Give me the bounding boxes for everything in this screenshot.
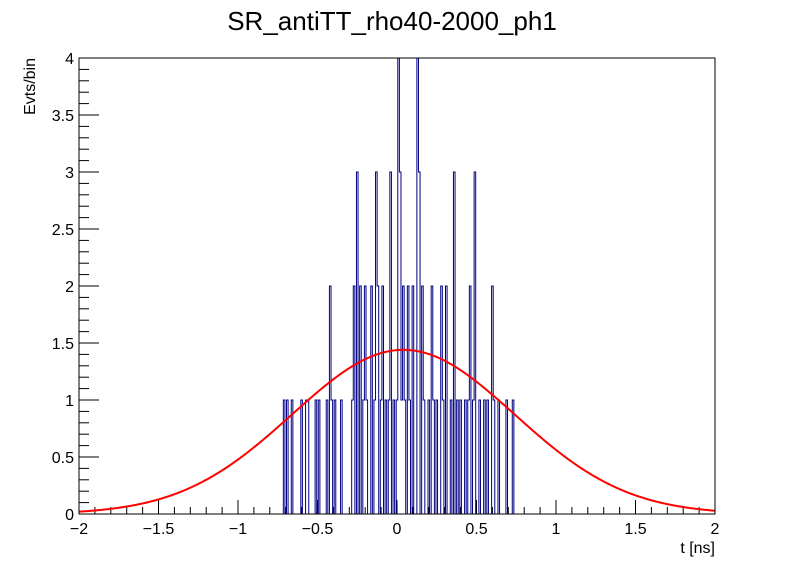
y-tick-labels: 0 0.5 1 1.5 2 2.5 3 3.5 4 bbox=[52, 51, 74, 524]
plot-frame bbox=[78, 57, 716, 515]
y-tick-label: 2 bbox=[65, 279, 74, 296]
x-axis-label: t [ns] bbox=[680, 540, 715, 557]
x-tick-label: 2 bbox=[711, 521, 720, 538]
x-tick-label: −2 bbox=[70, 521, 88, 538]
y-tick-label: 3.5 bbox=[52, 108, 74, 125]
gaussian-fit-line bbox=[78, 348, 716, 513]
x-tick-label: −1 bbox=[229, 521, 247, 538]
x-tick-label: −1.5 bbox=[143, 521, 175, 538]
x-tick-label: 0 bbox=[393, 521, 402, 538]
x-tick-label: −0.5 bbox=[302, 521, 334, 538]
axis-ticks bbox=[78, 57, 716, 515]
chart-title: SR_antiTT_rho40-2000_ph1 bbox=[227, 6, 557, 36]
x-tick-labels: −2 −1.5 −1 −0.5 0 0.5 1 1.5 2 bbox=[70, 521, 720, 538]
y-tick-label: 0 bbox=[65, 507, 74, 524]
y-tick-label: 1.5 bbox=[52, 336, 74, 353]
x-tick-label: 1 bbox=[552, 521, 561, 538]
histogram-outline bbox=[282, 57, 515, 514]
y-tick-label: 0.5 bbox=[52, 450, 74, 467]
x-tick-label: 0.5 bbox=[465, 521, 487, 538]
x-tick-label: 1.5 bbox=[624, 521, 646, 538]
y-tick-label: 4 bbox=[65, 51, 74, 68]
y-tick-label: 3 bbox=[65, 165, 74, 182]
y-axis-label: Evts/bin bbox=[22, 58, 39, 115]
y-tick-label: 1 bbox=[65, 393, 74, 410]
y-tick-label: 2.5 bbox=[52, 222, 74, 239]
fit-series bbox=[78, 348, 716, 513]
